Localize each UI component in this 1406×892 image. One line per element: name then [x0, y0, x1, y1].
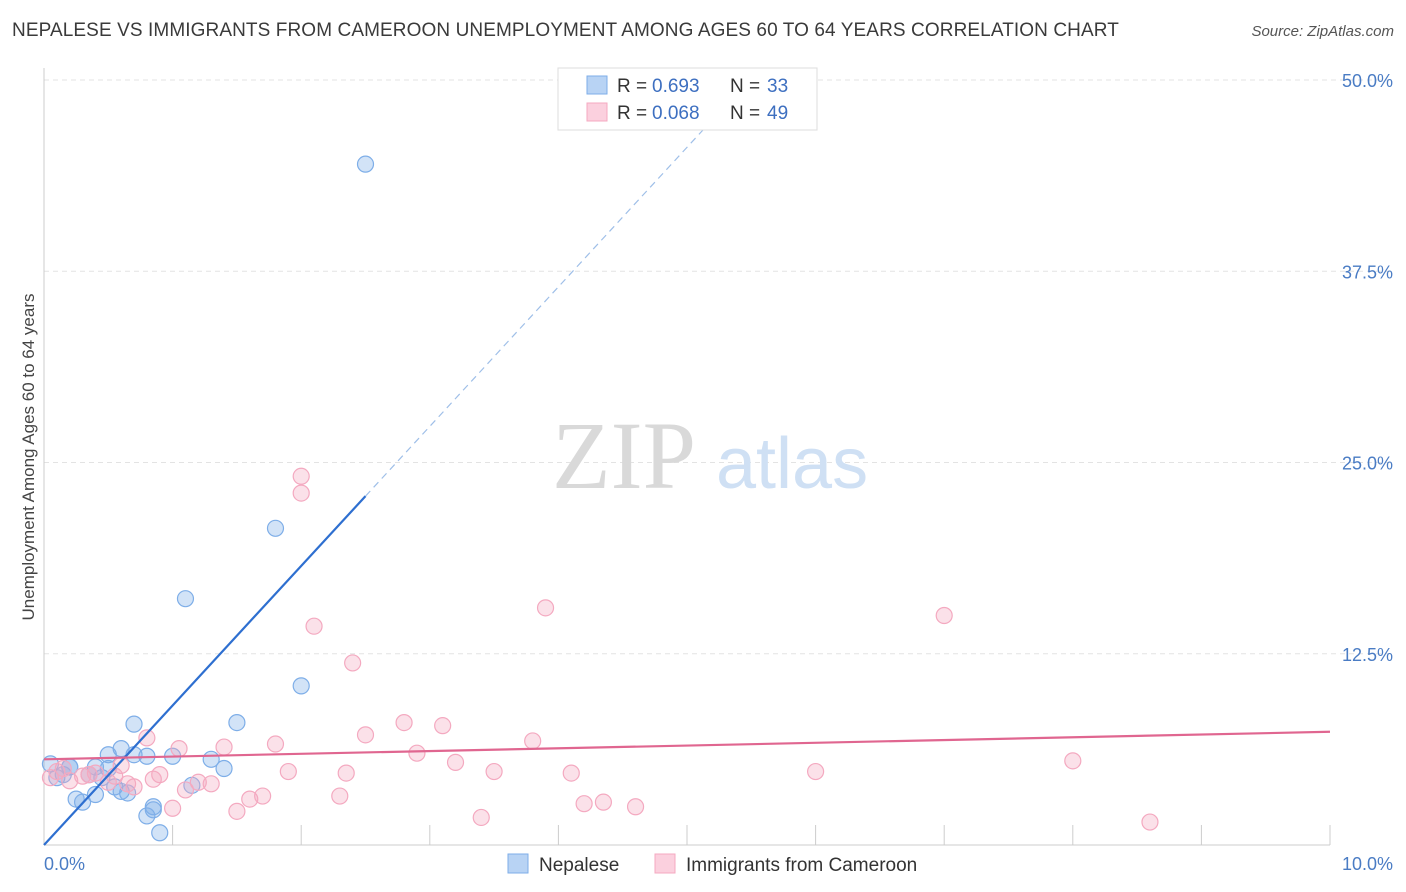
point-cameroon: [446, 753, 465, 771]
point-cameroon: [279, 762, 297, 781]
point-cameroon: [536, 599, 555, 617]
trend-line-nepalese: [43, 495, 367, 846]
point-nepalese: [266, 519, 285, 537]
point-cameroon: [176, 781, 195, 799]
point-cameroon: [575, 795, 593, 813]
point-nepalese: [86, 785, 105, 804]
bottom-legend-label-nepalese: Nepalese: [539, 855, 619, 876]
bottom-legend-label-cameroon: Immigrants from Cameroon: [686, 855, 917, 876]
y-tick-label: 12.5%: [1342, 645, 1393, 665]
bottom-legend-swatch-nepalese: [507, 853, 529, 874]
point-cameroon: [228, 802, 246, 820]
point-nepalese: [118, 784, 137, 802]
legend-n-value-2: 49: [767, 103, 788, 124]
point-cameroon: [331, 787, 349, 805]
point-nepalese: [151, 824, 169, 842]
legend-r-value-1: 0.693: [652, 76, 700, 97]
y-axis-title: Unemployment Among Ages 60 to 64 years: [19, 294, 38, 621]
source-label: Source: ZipAtlas.com: [1251, 23, 1394, 40]
axes: [43, 68, 1331, 846]
point-cameroon: [524, 732, 542, 750]
watermark-zip: ZIP: [552, 402, 696, 509]
point-cameroon: [202, 775, 220, 793]
point-cameroon: [254, 787, 272, 805]
point-cameroon: [935, 606, 953, 625]
y-tick-label: 37.5%: [1342, 262, 1393, 282]
point-cameroon: [266, 735, 285, 753]
point-cameroon: [395, 713, 413, 732]
data-points: [41, 155, 1159, 842]
legend-n-label-2: N =: [730, 103, 760, 124]
watermark-atlas: atlas: [716, 424, 868, 504]
point-cameroon: [1064, 752, 1082, 770]
point-cameroon: [337, 764, 355, 782]
trend-line-cameroon: [43, 730, 1331, 761]
point-cameroon: [41, 769, 60, 787]
chart-title: NEPALESE VS IMMIGRANTS FROM CAMEROON UNE…: [12, 20, 1119, 41]
point-cameroon: [626, 798, 645, 816]
point-cameroon: [170, 740, 188, 758]
point-cameroon: [434, 717, 452, 735]
legend-r-label-1: R =: [617, 76, 647, 97]
point-nepalese: [144, 798, 162, 816]
point-cameroon: [292, 467, 310, 485]
point-nepalese: [292, 677, 310, 695]
point-cameroon: [73, 767, 92, 785]
point-nepalese: [176, 590, 195, 608]
point-cameroon: [408, 744, 426, 762]
legend-r-label-2: R =: [617, 103, 647, 124]
bottom-legend-swatch-cameroon: [654, 853, 676, 874]
point-cameroon: [61, 772, 79, 790]
point-nepalese: [228, 713, 246, 732]
point-cameroon: [80, 766, 98, 784]
point-cameroon: [86, 764, 105, 782]
point-nepalese: [125, 715, 143, 733]
point-cameroon: [125, 778, 143, 796]
point-nepalese: [356, 155, 375, 173]
trend-lines: [43, 119, 1331, 846]
x-tick-label: 0.0%: [44, 854, 85, 874]
legend-swatch-nepalese: [586, 75, 608, 95]
point-cameroon: [215, 738, 233, 756]
legend: R = 0.693 N = 33 R = 0.068 N = 49: [557, 67, 818, 131]
point-cameroon: [806, 762, 825, 781]
point-cameroon: [562, 764, 580, 782]
trend-line-nepalese-extension: [365, 119, 714, 497]
watermark: ZIP atlas: [552, 402, 868, 509]
point-cameroon: [594, 793, 613, 811]
legend-r-value-2: 0.068: [652, 103, 700, 124]
point-cameroon: [344, 654, 362, 672]
point-cameroon: [356, 726, 375, 744]
y-tick-labels: 12.5% 25.0% 37.5% 50.0%: [1342, 71, 1393, 665]
legend-n-value-1: 33: [767, 76, 788, 97]
point-cameroon: [138, 729, 156, 747]
point-cameroon: [1141, 813, 1159, 831]
legend-swatch-cameroon: [586, 102, 608, 122]
y-tick-label: 50.0%: [1342, 71, 1393, 91]
point-nepalese: [215, 759, 233, 778]
grid: [44, 79, 1390, 655]
point-nepalese: [138, 807, 156, 825]
point-cameroon: [472, 808, 490, 827]
point-cameroon: [241, 790, 259, 808]
x-tick-label: 10.0%: [1342, 854, 1393, 874]
point-cameroon: [292, 484, 310, 502]
point-cameroon: [151, 766, 169, 784]
legend-n-label-1: N =: [730, 76, 760, 97]
x-tick-labels: 0.0% 10.0%: [44, 854, 1393, 874]
point-cameroon: [485, 762, 503, 781]
y-tick-label: 25.0%: [1342, 454, 1393, 474]
bottom-legend: Nepalese Immigrants from Cameroon: [507, 853, 917, 876]
point-cameroon: [164, 799, 182, 817]
point-cameroon: [189, 773, 207, 791]
point-cameroon: [305, 617, 323, 635]
